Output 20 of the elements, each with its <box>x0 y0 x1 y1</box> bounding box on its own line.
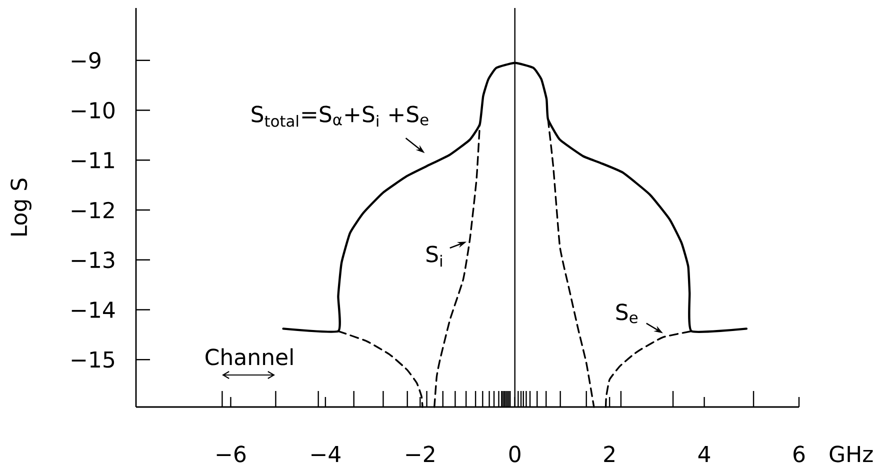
x-tick-label: 4 <box>698 446 710 462</box>
annotation: S$_{total}$=S$_{α}$+S$_{i}$ +S$_{e}$ <box>252 106 428 127</box>
y-tick-label: −12 <box>72 202 114 218</box>
x-axis-title: GHz <box>830 446 873 462</box>
y-tick-label: −11 <box>72 152 114 168</box>
annotation: S$_{e}$ <box>616 304 638 324</box>
y-tick-label: −15 <box>72 351 114 368</box>
y-tick-label: −9 <box>72 52 100 69</box>
x-tick-label: −6 <box>216 446 246 462</box>
y-axis-title: Log S <box>10 178 32 236</box>
x-tick-label: 0 <box>509 446 520 462</box>
x-tick-label: −2 <box>406 446 434 462</box>
x-tick-label: 6 <box>794 446 805 462</box>
y-tick-label: −14 <box>72 302 115 318</box>
y-tick-label: −13 <box>72 252 114 268</box>
x-tick-label: −4 <box>312 446 340 462</box>
x-tick-label: 2 <box>604 446 614 462</box>
annotation: S$_{i}$ <box>426 246 442 267</box>
y-tick-label: −10 <box>72 102 114 119</box>
annotation: Channel <box>206 348 293 366</box>
